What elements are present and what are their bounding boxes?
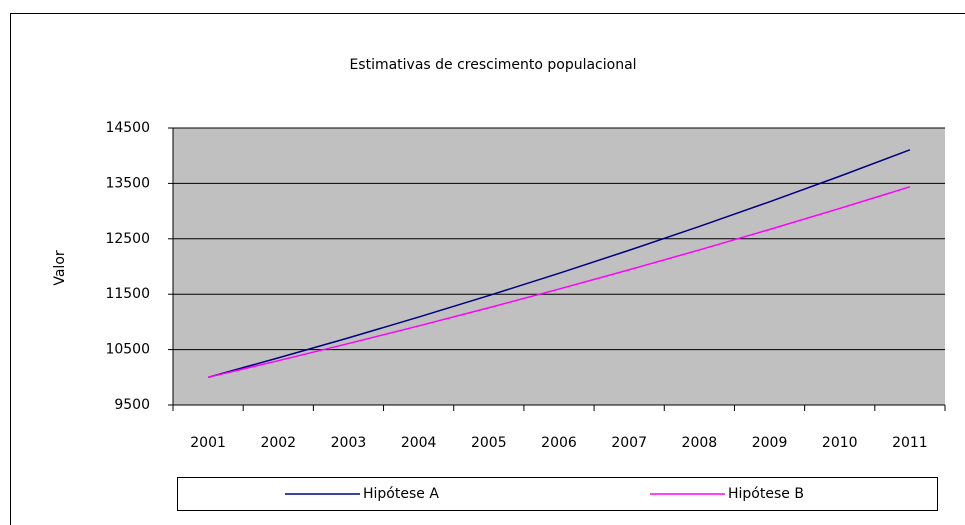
y-tick-label: 9500 xyxy=(114,397,150,413)
x-tick-label: 2011 xyxy=(892,435,928,451)
y-axis-label: Valor xyxy=(52,250,68,286)
y-tick-label: 13500 xyxy=(105,175,150,191)
x-tick-label: 2007 xyxy=(611,435,647,451)
chart-title: Estimativas de crescimento populacional xyxy=(349,57,636,73)
legend-label: Hipótese A xyxy=(363,486,439,502)
y-tick-label: 11500 xyxy=(105,286,150,302)
x-tick-label: 2001 xyxy=(190,435,226,451)
series-line xyxy=(207,186,911,379)
x-tick-label: 2006 xyxy=(541,435,577,451)
y-tick-label: 14500 xyxy=(105,120,150,136)
series-line xyxy=(207,149,911,379)
x-tick-label: 2009 xyxy=(752,435,788,451)
x-tick-label: 2002 xyxy=(260,435,296,451)
y-tick-label: 10500 xyxy=(105,342,150,358)
x-tick-label: 2004 xyxy=(401,435,437,451)
legend-label: Hipótese B xyxy=(728,486,804,502)
plot-area xyxy=(173,128,945,405)
y-tick-label: 12500 xyxy=(105,231,150,247)
x-tick-label: 2008 xyxy=(682,435,718,451)
x-tick-label: 2003 xyxy=(331,435,367,451)
x-tick-label: 2010 xyxy=(822,435,858,451)
x-tick-label: 2005 xyxy=(471,435,507,451)
